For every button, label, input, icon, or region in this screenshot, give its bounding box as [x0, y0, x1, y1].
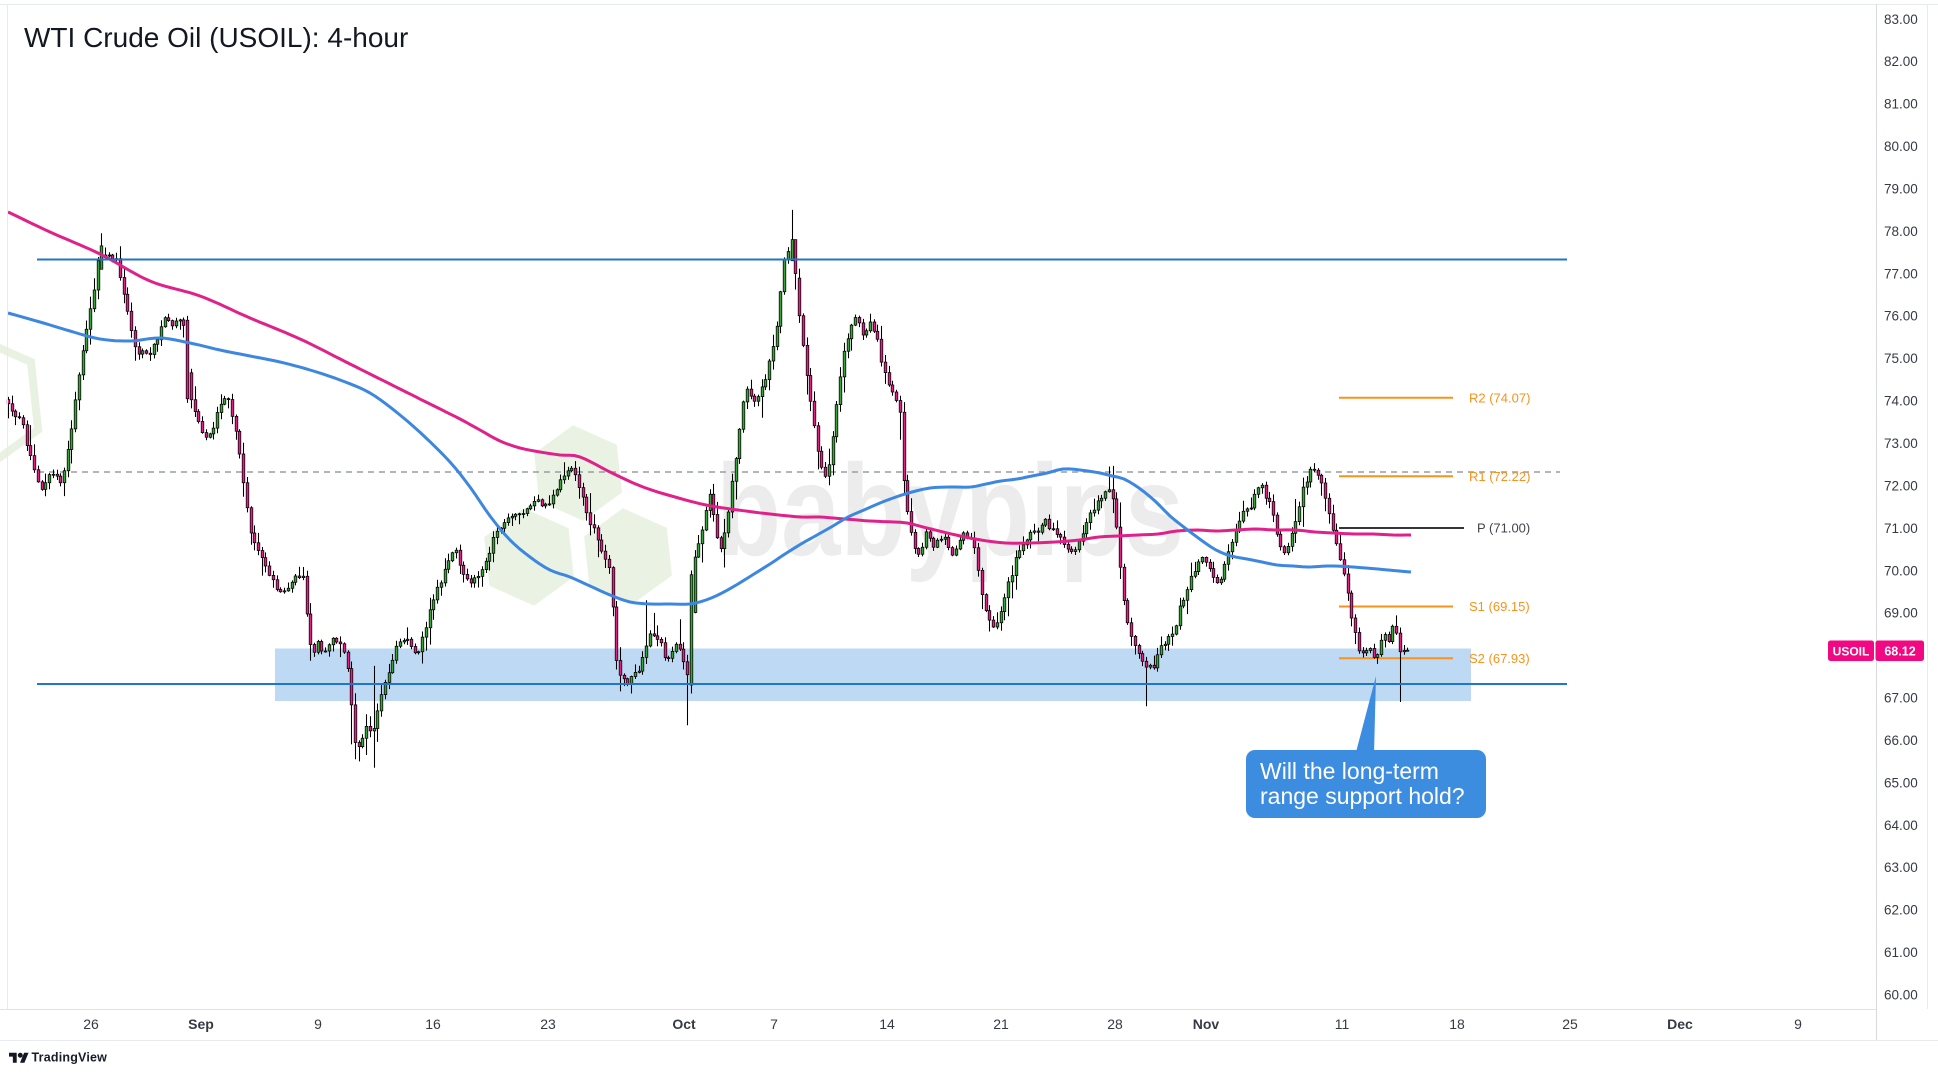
svg-text:74.00: 74.00 — [1884, 394, 1918, 409]
svg-text:62.00: 62.00 — [1884, 903, 1918, 918]
svg-text:83.00: 83.00 — [1884, 12, 1918, 27]
svg-text:81.00: 81.00 — [1884, 97, 1918, 112]
svg-text:77.00: 77.00 — [1884, 266, 1918, 281]
svg-text:63.00: 63.00 — [1884, 860, 1918, 875]
svg-text:S1 (69.15): S1 (69.15) — [1469, 599, 1530, 614]
svg-text:7: 7 — [770, 1016, 778, 1032]
svg-text:28: 28 — [1107, 1016, 1123, 1032]
svg-text:67.00: 67.00 — [1884, 691, 1918, 706]
svg-text:65.00: 65.00 — [1884, 775, 1918, 790]
svg-text:66.00: 66.00 — [1884, 733, 1918, 748]
svg-text:75.00: 75.00 — [1884, 351, 1918, 366]
svg-text:babypips: babypips — [716, 437, 1184, 583]
svg-text:79.00: 79.00 — [1884, 182, 1918, 197]
svg-text:60.00: 60.00 — [1884, 988, 1918, 1003]
svg-text:72.00: 72.00 — [1884, 478, 1918, 493]
svg-text:23: 23 — [540, 1016, 556, 1032]
svg-text:range support hold?: range support hold? — [1260, 783, 1465, 809]
svg-text:USOIL: USOIL — [1833, 645, 1870, 659]
svg-text:16: 16 — [425, 1016, 441, 1032]
svg-text:78.00: 78.00 — [1884, 224, 1918, 239]
svg-text:9: 9 — [1794, 1016, 1802, 1032]
svg-text:69.00: 69.00 — [1884, 606, 1918, 621]
svg-text:9: 9 — [314, 1016, 322, 1032]
svg-text:80.00: 80.00 — [1884, 139, 1918, 154]
svg-text:R2 (74.07): R2 (74.07) — [1469, 390, 1530, 405]
svg-text:Sep: Sep — [188, 1016, 214, 1032]
svg-text:TradingView: TradingView — [32, 1051, 108, 1065]
svg-text:61.00: 61.00 — [1884, 945, 1918, 960]
svg-text:Oct: Oct — [672, 1016, 696, 1032]
svg-text:11: 11 — [1335, 1016, 1350, 1032]
svg-text:WTI Crude Oil (USOIL): 4-hour: WTI Crude Oil (USOIL): 4-hour — [24, 22, 408, 53]
svg-text:70.00: 70.00 — [1884, 563, 1918, 578]
svg-text:73.00: 73.00 — [1884, 436, 1918, 451]
svg-text:S2 (67.93): S2 (67.93) — [1469, 651, 1530, 666]
svg-text:R1 (72.22): R1 (72.22) — [1469, 469, 1530, 484]
svg-text:18: 18 — [1449, 1016, 1465, 1032]
svg-text:14: 14 — [879, 1016, 895, 1032]
svg-text:21: 21 — [993, 1016, 1009, 1032]
svg-text:Nov: Nov — [1193, 1016, 1220, 1032]
svg-text:76.00: 76.00 — [1884, 309, 1918, 324]
svg-text:26: 26 — [83, 1016, 99, 1032]
svg-text:25: 25 — [1562, 1016, 1578, 1032]
svg-text:71.00: 71.00 — [1884, 521, 1918, 536]
svg-text:P (71.00): P (71.00) — [1477, 521, 1530, 536]
svg-text:68.12: 68.12 — [1884, 645, 1915, 659]
svg-text:64.00: 64.00 — [1884, 818, 1918, 833]
svg-text:Will the long-term: Will the long-term — [1260, 758, 1439, 784]
svg-text:82.00: 82.00 — [1884, 54, 1918, 69]
svg-text:Dec: Dec — [1667, 1016, 1693, 1032]
